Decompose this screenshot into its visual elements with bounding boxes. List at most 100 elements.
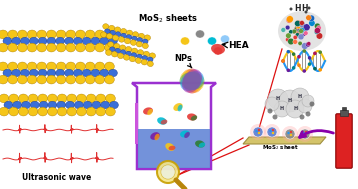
Circle shape (299, 28, 305, 33)
Ellipse shape (95, 30, 105, 39)
Ellipse shape (86, 107, 96, 116)
Circle shape (286, 33, 291, 38)
Circle shape (295, 25, 301, 31)
Text: H: H (298, 94, 302, 99)
Ellipse shape (101, 32, 107, 37)
Ellipse shape (161, 120, 168, 124)
Ellipse shape (0, 107, 9, 116)
Circle shape (297, 30, 302, 35)
Ellipse shape (112, 51, 118, 57)
Ellipse shape (95, 62, 105, 71)
Circle shape (301, 24, 307, 29)
Ellipse shape (106, 107, 115, 116)
Ellipse shape (27, 62, 37, 71)
Ellipse shape (108, 69, 117, 77)
Ellipse shape (76, 62, 85, 71)
Circle shape (297, 64, 301, 67)
Ellipse shape (139, 33, 145, 39)
Ellipse shape (126, 30, 133, 36)
Text: MoS$_2$ sheet: MoS$_2$ sheet (262, 144, 299, 153)
Ellipse shape (183, 68, 201, 94)
Ellipse shape (110, 101, 118, 109)
Ellipse shape (117, 53, 124, 59)
Ellipse shape (180, 71, 204, 91)
Ellipse shape (56, 43, 66, 52)
Ellipse shape (27, 75, 37, 84)
Ellipse shape (85, 75, 95, 84)
Ellipse shape (105, 29, 110, 34)
Ellipse shape (126, 46, 132, 52)
Ellipse shape (77, 107, 86, 116)
Ellipse shape (142, 43, 148, 49)
Ellipse shape (132, 32, 139, 37)
Circle shape (296, 25, 301, 30)
Ellipse shape (48, 101, 57, 109)
Text: H: H (294, 4, 300, 13)
Circle shape (305, 112, 310, 116)
Circle shape (303, 49, 306, 53)
Ellipse shape (147, 109, 153, 115)
Ellipse shape (137, 38, 142, 42)
Circle shape (293, 35, 297, 40)
Circle shape (295, 20, 301, 26)
Circle shape (297, 26, 304, 33)
Circle shape (161, 165, 175, 179)
Ellipse shape (180, 130, 190, 138)
Circle shape (272, 132, 274, 134)
Ellipse shape (37, 30, 47, 39)
Ellipse shape (47, 43, 56, 52)
Ellipse shape (142, 39, 148, 44)
Ellipse shape (27, 30, 37, 39)
Ellipse shape (100, 37, 108, 45)
Ellipse shape (47, 69, 56, 77)
Ellipse shape (27, 43, 37, 52)
Ellipse shape (64, 37, 73, 45)
Circle shape (255, 130, 258, 132)
Circle shape (290, 134, 292, 136)
Circle shape (281, 59, 285, 63)
Ellipse shape (28, 107, 38, 116)
Circle shape (314, 27, 320, 34)
Circle shape (292, 52, 295, 56)
Ellipse shape (37, 75, 47, 84)
Ellipse shape (115, 48, 121, 53)
Bar (138, 129, 210, 168)
Text: Ultrasonic wave: Ultrasonic wave (22, 173, 92, 181)
Ellipse shape (38, 69, 47, 77)
Ellipse shape (21, 101, 30, 109)
Ellipse shape (38, 37, 47, 45)
Ellipse shape (144, 35, 150, 40)
Circle shape (292, 30, 296, 34)
Ellipse shape (21, 69, 29, 77)
Circle shape (291, 88, 309, 106)
Ellipse shape (66, 43, 76, 52)
Ellipse shape (56, 75, 66, 84)
Ellipse shape (132, 36, 137, 41)
Ellipse shape (195, 140, 205, 148)
Ellipse shape (157, 117, 167, 125)
Circle shape (296, 23, 303, 29)
Ellipse shape (100, 69, 108, 77)
Circle shape (286, 16, 293, 22)
Ellipse shape (74, 101, 83, 109)
Ellipse shape (101, 101, 110, 109)
Ellipse shape (115, 27, 121, 33)
Circle shape (295, 33, 300, 37)
Circle shape (300, 115, 305, 119)
Circle shape (258, 129, 260, 131)
Circle shape (267, 108, 272, 114)
Ellipse shape (121, 33, 126, 38)
Circle shape (295, 20, 301, 27)
Ellipse shape (124, 55, 130, 60)
Ellipse shape (96, 107, 106, 116)
Ellipse shape (221, 35, 229, 43)
Circle shape (316, 33, 323, 39)
Text: HEA: HEA (228, 42, 249, 50)
Circle shape (292, 29, 296, 34)
Polygon shape (132, 83, 216, 169)
Circle shape (286, 37, 290, 42)
Circle shape (313, 67, 317, 70)
Ellipse shape (142, 56, 147, 60)
Ellipse shape (191, 115, 197, 121)
Ellipse shape (278, 11, 326, 51)
